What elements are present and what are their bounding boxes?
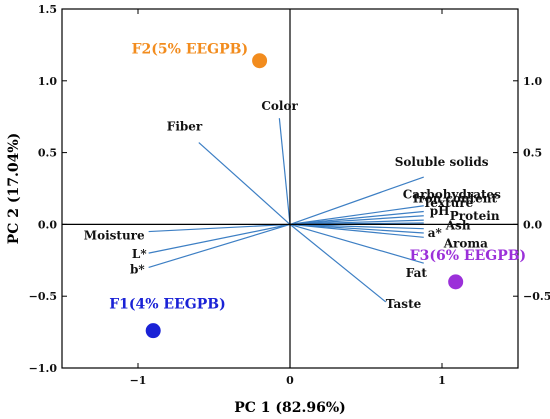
vector-carbohydrates xyxy=(289,205,424,225)
vector-l xyxy=(148,223,291,254)
y-tick-label-left: 0.0 xyxy=(38,218,57,231)
variable-label-soluble-solids: Soluble solids xyxy=(395,155,489,169)
variable-label-iron-content: Iron content xyxy=(413,191,498,205)
sample-point-f1 xyxy=(145,323,161,339)
variable-labels: Color Fiber Soluble solids CarbohydratesIro… xyxy=(84,99,501,311)
y-tick-label-left: −0.5 xyxy=(29,290,57,303)
vector-aroma xyxy=(289,223,424,238)
sample-point-f2 xyxy=(252,53,268,69)
y-tick-label-right: −0.5 xyxy=(523,290,550,303)
axis-ticks: −1 0 1 −1.0 −0.5 0.0 0.5 1.0 1.5 −0.5 0.0 0.5 1.0 xyxy=(29,3,550,387)
vector-fiber xyxy=(198,142,291,225)
variable-label-b: b* xyxy=(130,262,145,276)
vector-fat xyxy=(289,223,424,264)
y-axis-title: PC 2 (17.04%) xyxy=(6,133,22,245)
variable-label-texture: Texture xyxy=(423,196,474,210)
sample-label-f1: F1(4% EEGPB) xyxy=(109,297,226,313)
variable-label-color: Color xyxy=(261,99,298,113)
y-tick-label-left: 1.5 xyxy=(38,3,57,16)
x-tick-label: −1 xyxy=(130,374,147,387)
vector-ash xyxy=(289,223,424,230)
sample-points: F2(5% EEGPB) F1(4% EEGPB) F3(6% EEGPB) xyxy=(109,42,527,339)
loading-vectors xyxy=(148,118,424,303)
sample-label-f2: F2(5% EEGPB) xyxy=(132,42,249,58)
vector-color xyxy=(278,118,291,225)
variable-label-protein: Protein xyxy=(450,209,500,223)
vector-texture xyxy=(289,215,424,225)
sample-point-f3 xyxy=(448,274,464,290)
variable-label-moisture: Moisture xyxy=(84,229,145,243)
variable-label-a: a* xyxy=(428,226,443,240)
y-tick-label-left: 1.0 xyxy=(38,75,57,88)
vector-taste xyxy=(289,223,387,303)
variable-label-taste: Taste xyxy=(386,297,422,311)
variable-label-fiber: Fiber xyxy=(167,120,203,134)
vector-moisture xyxy=(148,223,291,233)
y-tick-label-right: 0.5 xyxy=(523,147,542,160)
vector-soluble-solids xyxy=(289,176,424,225)
variable-label-aroma: Aroma xyxy=(443,236,488,250)
variable-label-ph: pH xyxy=(430,204,450,218)
vector-a xyxy=(289,223,424,234)
vector-iron-content xyxy=(289,210,424,225)
y-tick-label-left: −1.0 xyxy=(29,362,58,375)
vector-b xyxy=(148,223,291,269)
variable-label-l: L* xyxy=(132,247,147,261)
variable-label-fat: Fat xyxy=(406,266,428,280)
y-tick-label-left: 0.5 xyxy=(38,147,57,160)
variable-label-ash: Ash xyxy=(445,219,471,233)
y-tick-label-right: 1.0 xyxy=(523,75,542,88)
variable-label-carbohydrates: Carbohydrates xyxy=(403,188,501,202)
x-tick-label: 0 xyxy=(286,374,294,387)
x-tick-label: 1 xyxy=(438,374,446,387)
y-tick-label-right: 0.0 xyxy=(523,218,542,231)
x-axis-title: PC 1 (82.96%) xyxy=(234,400,346,416)
sample-label-f3: F3(6% EEGPB) xyxy=(410,248,527,264)
